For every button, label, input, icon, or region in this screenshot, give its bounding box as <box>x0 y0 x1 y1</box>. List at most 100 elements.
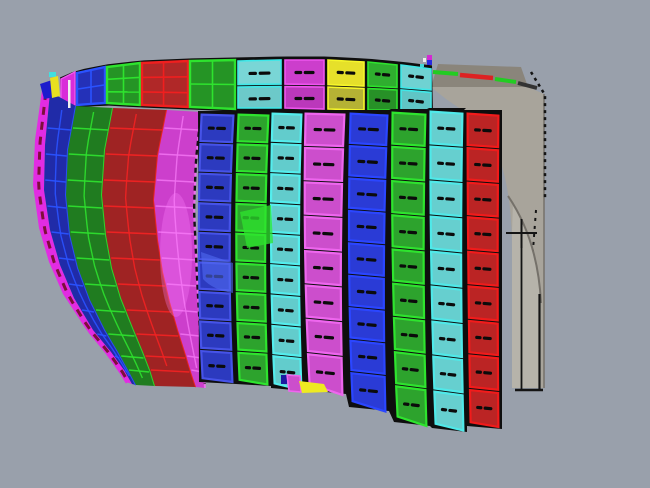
plate-id-label <box>474 128 492 133</box>
plate-id-label <box>437 196 455 201</box>
plate-id-label <box>437 126 456 131</box>
plate-id-label <box>438 301 456 307</box>
plate-id-label <box>207 126 226 131</box>
plate-id-label <box>399 264 418 269</box>
column-6-green <box>391 111 428 428</box>
column-5-blue <box>347 112 389 414</box>
sheer-plate-segment[interactable] <box>327 59 365 111</box>
plate-id-label <box>399 229 418 235</box>
plate-id-label <box>315 370 335 376</box>
plate-id-label <box>408 74 424 80</box>
plate-id-label <box>205 244 224 249</box>
plate-id-label <box>356 289 377 295</box>
accent-details <box>40 55 432 393</box>
bow-band-region <box>33 90 206 389</box>
plate-id-label <box>244 126 262 131</box>
plate-id-label <box>278 338 295 343</box>
plate-id-label <box>243 305 260 310</box>
sheer-plate-segment[interactable] <box>188 58 237 111</box>
plate-id-label <box>374 72 391 77</box>
plate-id-label <box>358 354 378 360</box>
column-8-red <box>466 112 500 429</box>
plate-id-label <box>276 247 294 252</box>
plate-id-label <box>206 156 225 160</box>
plate-id-label <box>437 231 455 237</box>
plate-id-label <box>399 127 419 132</box>
column-4-magenta <box>303 112 346 397</box>
sheer-plate-segment[interactable] <box>75 65 107 107</box>
plate-id-label <box>294 70 315 75</box>
column-3-cyan <box>269 112 303 392</box>
plate-id-label <box>475 370 493 375</box>
plate-id-label <box>336 97 356 102</box>
plate-id-label <box>356 257 377 262</box>
sheer-plate-segment[interactable] <box>367 61 398 111</box>
plate-id-label <box>439 371 457 377</box>
plate-id-label <box>374 98 391 103</box>
plate-id-label <box>474 162 492 167</box>
plate-id-label <box>276 217 294 222</box>
plate-id-label <box>359 388 378 394</box>
plate-id-label <box>356 192 378 197</box>
hull-plate[interactable] <box>350 371 387 414</box>
plate-id-label <box>437 266 455 272</box>
plate-id-label <box>399 298 418 304</box>
hull-plate[interactable] <box>394 385 428 428</box>
sheer-plate-segment[interactable] <box>105 61 142 107</box>
plate-id-label <box>400 332 419 338</box>
plate-id-label <box>244 365 262 370</box>
plate-id-label <box>205 215 224 220</box>
plate-id-label <box>277 277 294 283</box>
plate-id-label <box>356 224 377 230</box>
plate-id-label <box>207 333 225 338</box>
plate-id-label <box>474 197 492 202</box>
plate-id-label <box>294 96 315 101</box>
plate-id-label <box>313 127 336 132</box>
stern-corner-fittings <box>420 55 432 67</box>
sheer-plate-segment[interactable] <box>284 59 325 110</box>
plate-id-label <box>474 266 492 271</box>
plate-id-label <box>402 402 420 408</box>
plate-id-label <box>248 71 271 76</box>
plate-id-label <box>357 159 378 164</box>
plate-id-label <box>277 156 295 161</box>
plate-id-label <box>313 300 334 305</box>
plate-column-region <box>197 108 502 432</box>
sheer-plate-segment[interactable] <box>400 64 432 112</box>
plate-id-label <box>242 275 260 280</box>
plate-id-label <box>476 405 493 411</box>
plate-id-label <box>408 98 424 104</box>
plate-id-label <box>277 186 294 191</box>
plate-id-label <box>399 161 418 166</box>
plate-id-label <box>398 195 418 200</box>
stern-structure <box>431 64 547 392</box>
bow-edge-strip[interactable] <box>33 90 132 384</box>
sheer-strake-row <box>60 56 433 115</box>
plate-id-label <box>312 162 335 167</box>
column-2-green <box>235 113 270 386</box>
plate-id-label <box>474 301 492 306</box>
plate-id-label <box>314 334 335 340</box>
plate-id-label <box>242 186 260 190</box>
column-1-navy <box>197 113 235 384</box>
plate-id-label <box>438 336 456 342</box>
plate-id-label <box>336 70 356 75</box>
plate-id-label <box>208 364 226 369</box>
plate-id-label <box>475 335 492 341</box>
plate-id-label <box>278 125 295 130</box>
sheer-plate-segment[interactable] <box>140 59 190 109</box>
plate-id-label <box>358 127 379 132</box>
sheer-plate-segment[interactable] <box>237 59 282 109</box>
plate-id-label <box>312 231 334 236</box>
plate-id-label <box>243 335 261 340</box>
plate-id-label <box>248 96 271 101</box>
plate-id-label <box>440 407 458 413</box>
plate-id-label <box>313 265 334 271</box>
column-7-cyan <box>429 110 465 432</box>
plate-id-label <box>474 232 492 237</box>
crosshair-icon <box>506 219 537 248</box>
plate-id-label <box>206 304 224 308</box>
plate-id-label <box>437 161 456 166</box>
